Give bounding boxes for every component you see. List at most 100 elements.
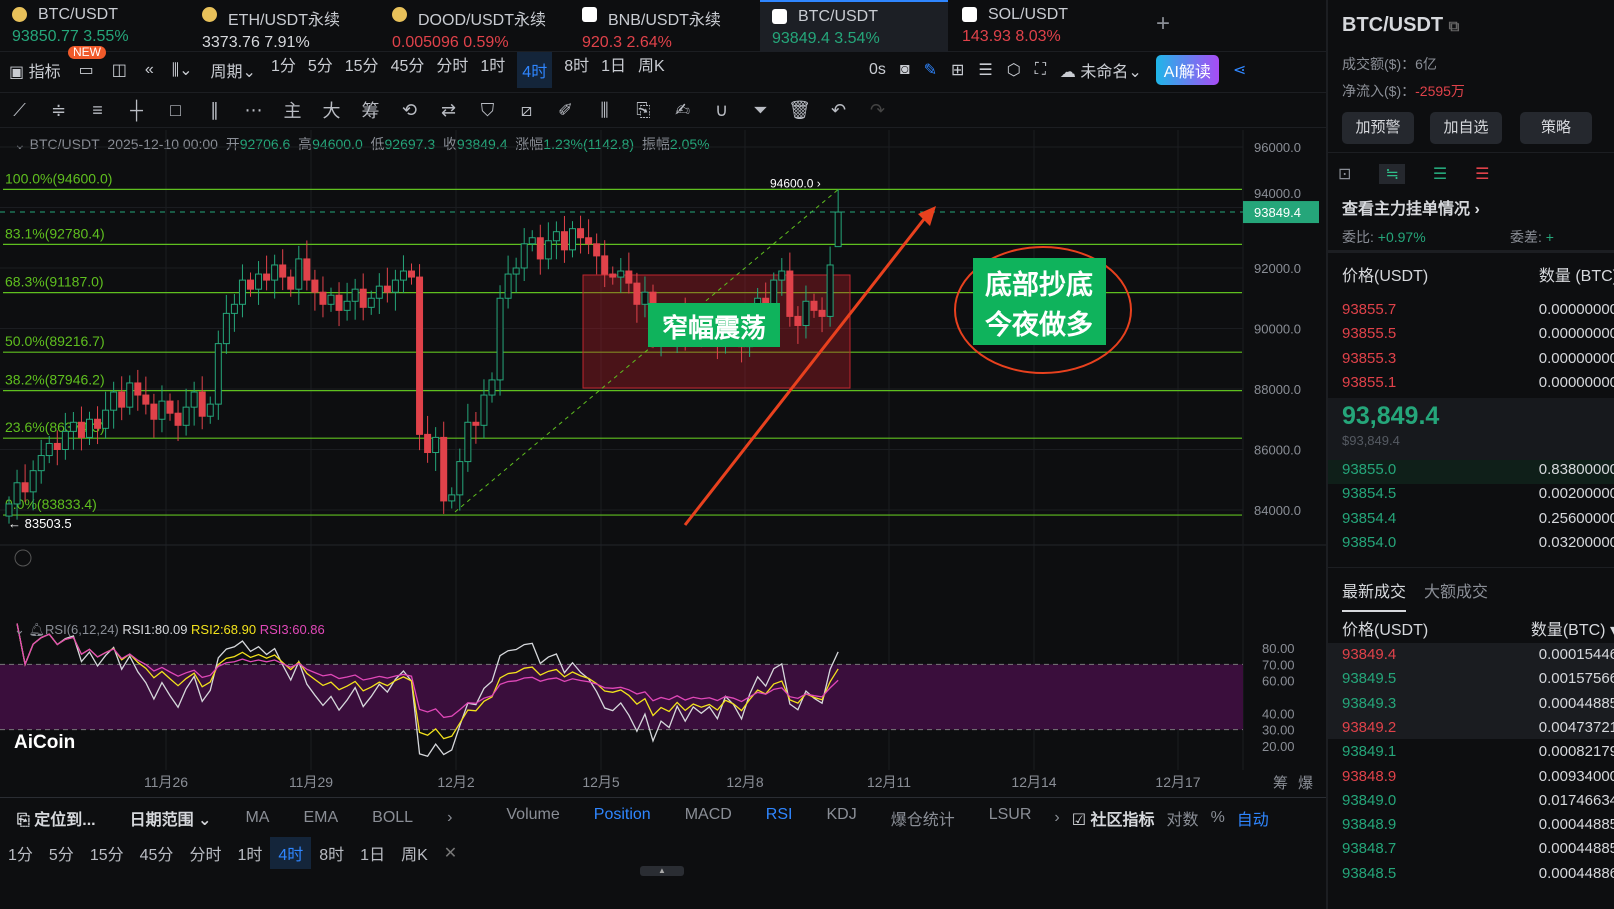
orderbook-row[interactable]: 93854.0 0.03200000: [1342, 533, 1614, 551]
share-icon[interactable]: ⋖: [1232, 62, 1247, 79]
indicators-button[interactable]: ▣ 指标: [9, 64, 61, 81]
orderbook-row[interactable]: 93848.5 0.00044886: [1342, 864, 1614, 882]
chips-button[interactable]: 筹: [361, 101, 380, 121]
quick-period-0[interactable]: 1分: [8, 847, 33, 864]
bookmark-icon[interactable]: ⛉: [480, 99, 495, 120]
filter-icon[interactable]: ⏷: [753, 99, 768, 120]
orderbook-row[interactable]: 93848.9 0.00934000: [1342, 767, 1614, 785]
sub-indicator-1[interactable]: Position: [593, 805, 651, 823]
orderbook-row[interactable]: 93855.5 0.00000000: [1342, 325, 1614, 343]
sub-indicator-4[interactable]: KDJ: [826, 805, 857, 823]
period-2[interactable]: 15分: [344, 58, 379, 75]
expand-handle[interactable]: ▲: [640, 866, 684, 876]
locate-button[interactable]: ⎘ 定位到...: [17, 811, 96, 829]
period-3[interactable]: 45分: [390, 58, 425, 75]
collapse-icon[interactable]: ⌄: [14, 136, 26, 152]
add-tab-button[interactable]: +: [1156, 10, 1171, 37]
quick-period-1[interactable]: 5分: [48, 847, 74, 864]
quick-period-5[interactable]: 1时: [237, 847, 263, 864]
quick-period-7[interactable]: 8时: [319, 847, 345, 864]
pencil-icon[interactable]: ✎: [923, 62, 937, 79]
close-icon[interactable]: ✕: [443, 845, 458, 862]
period-8[interactable]: 1日: [601, 58, 627, 75]
camera-icon[interactable]: ◙: [899, 61, 910, 78]
parallel-lines-icon[interactable]: ≑: [50, 99, 67, 120]
more-icon[interactable]: ⋯: [244, 99, 263, 120]
chips-corner[interactable]: 筹: [1273, 775, 1289, 792]
orderbook-row[interactable]: 93849.2 0.00473721: [1342, 718, 1614, 736]
orderbook-row[interactable]: 93849.3 0.00044885: [1342, 694, 1614, 712]
date-range-dropdown[interactable]: 日期范围 ⌄: [129, 811, 212, 829]
quick-period-8[interactable]: 1日: [360, 847, 386, 864]
period-9[interactable]: 周K: [638, 58, 665, 75]
bell-icon[interactable]: 🔔︎: [28, 622, 46, 637]
undo-icon[interactable]: ↶: [830, 99, 847, 120]
symbol-tab[interactable]: ETH/USDT永续 3373.76 7.91%: [190, 0, 378, 52]
rectangle-icon[interactable]: □: [170, 99, 181, 120]
main-force-button[interactable]: 主: [283, 101, 302, 121]
orderbook-row[interactable]: 93849.5 0.00157566: [1342, 670, 1614, 688]
magnet-icon[interactable]: ∪: [714, 99, 729, 120]
quick-period-4[interactable]: 分时: [189, 847, 222, 864]
period-7[interactable]: 8时: [564, 58, 590, 75]
both-sides-icon[interactable]: ≒: [1379, 164, 1405, 184]
trash-icon[interactable]: 🗑: [788, 99, 811, 120]
orderbook-row[interactable]: 93848.9 0.00044885: [1342, 816, 1614, 834]
strategy-button[interactable]: 策略: [1520, 112, 1592, 144]
orderbook-row[interactable]: 93849.4 0.00015446: [1342, 646, 1614, 663]
quick-period-2[interactable]: 15分: [89, 847, 124, 864]
brush-icon[interactable]: ✐: [557, 99, 574, 120]
horizontal-line-icon[interactable]: ┼: [130, 99, 143, 120]
add-alert-button[interactable]: 加预警: [1342, 112, 1414, 144]
sub-indicator-5[interactable]: 爆仓统计: [890, 811, 955, 829]
liquidation-corner[interactable]: 爆: [1298, 775, 1314, 792]
orderbook-row[interactable]: 93854.4 0.25600000: [1342, 509, 1614, 527]
horizontal-lines-icon[interactable]: ≡: [92, 99, 103, 120]
orderbook-row[interactable]: 93854.5 0.00200000: [1342, 485, 1614, 503]
more-sub-icon[interactable]: ›: [1054, 808, 1060, 826]
period-dropdown[interactable]: 周期⌄: [210, 64, 256, 81]
price-chart[interactable]: 96000.0 94000.0 92000.0 90000.0 88000.0 86000…: [0, 130, 1326, 797]
tab-latest-trades[interactable]: 最新成交: [1342, 578, 1407, 612]
layout-icon[interactable]: ▭: [78, 62, 94, 79]
symbol-tab[interactable]: DOOD/USDT永续 0.005096 0.59%: [380, 0, 568, 52]
ruler-icon[interactable]: ⧄: [520, 99, 533, 120]
redo-icon[interactable]: ↷: [869, 99, 886, 120]
collapse-icon[interactable]: ⌄: [14, 622, 25, 637]
compare-icon[interactable]: ⇄: [440, 99, 457, 120]
sub-indicator-6[interactable]: LSUR: [988, 805, 1032, 823]
quick-period-6[interactable]: 4时: [270, 837, 312, 869]
settings-icon[interactable]: ⬡: [1006, 62, 1021, 79]
rewind-icon[interactable]: «: [144, 61, 154, 78]
symbol-tab[interactable]: BTC/USDT 93849.4 3.54%: [760, 0, 948, 52]
tab-large-trades[interactable]: 大额成交: [1424, 584, 1489, 601]
log-scale-toggle[interactable]: 对数: [1166, 811, 1199, 829]
period-0[interactable]: 1分: [270, 58, 296, 75]
sync-icon[interactable]: ⟲: [401, 99, 418, 120]
sub-indicator-2[interactable]: MACD: [684, 805, 732, 823]
chart-type-icon[interactable]: ⫼⌄: [171, 62, 193, 79]
orderbook-row[interactable]: 93848.7 0.00044885: [1342, 840, 1614, 858]
trendline-icon[interactable]: ⟋: [13, 99, 26, 120]
period-5[interactable]: 1时: [480, 58, 506, 75]
orderbook-row[interactable]: 93855.0 0.83800000: [1342, 461, 1614, 478]
fullscreen-icon[interactable]: ⛶: [1034, 61, 1046, 78]
copy-icon[interactable]: ⧉: [1448, 18, 1460, 35]
clipboard-icon[interactable]: ⎘: [636, 99, 651, 120]
auto-toggle[interactable]: 自动: [1236, 811, 1269, 829]
ai-button[interactable]: AI解读: [1155, 55, 1219, 85]
candles-icon[interactable]: ⫼: [600, 99, 609, 120]
period-1[interactable]: 5分: [307, 58, 333, 75]
cloud-layout-dropdown[interactable]: ☁ 未命名⌄: [1059, 64, 1142, 81]
main-indicator-ma[interactable]: MA: [245, 808, 270, 826]
sub-indicator-3[interactable]: RSI: [765, 805, 793, 823]
big-order-button[interactable]: 大: [322, 101, 341, 121]
window-icon[interactable]: ⊡: [1338, 166, 1352, 183]
period-4[interactable]: 分时: [436, 58, 469, 75]
more-main-icon[interactable]: ›: [447, 808, 453, 826]
asks-only-icon[interactable]: ☰: [1475, 166, 1490, 183]
orderbook-row[interactable]: 93855.1 0.00000000: [1342, 373, 1614, 391]
main-indicator-ema[interactable]: EMA: [303, 808, 339, 826]
add-window-icon[interactable]: ⊞: [950, 62, 965, 79]
add-watchlist-button[interactable]: 加自选: [1430, 112, 1502, 144]
